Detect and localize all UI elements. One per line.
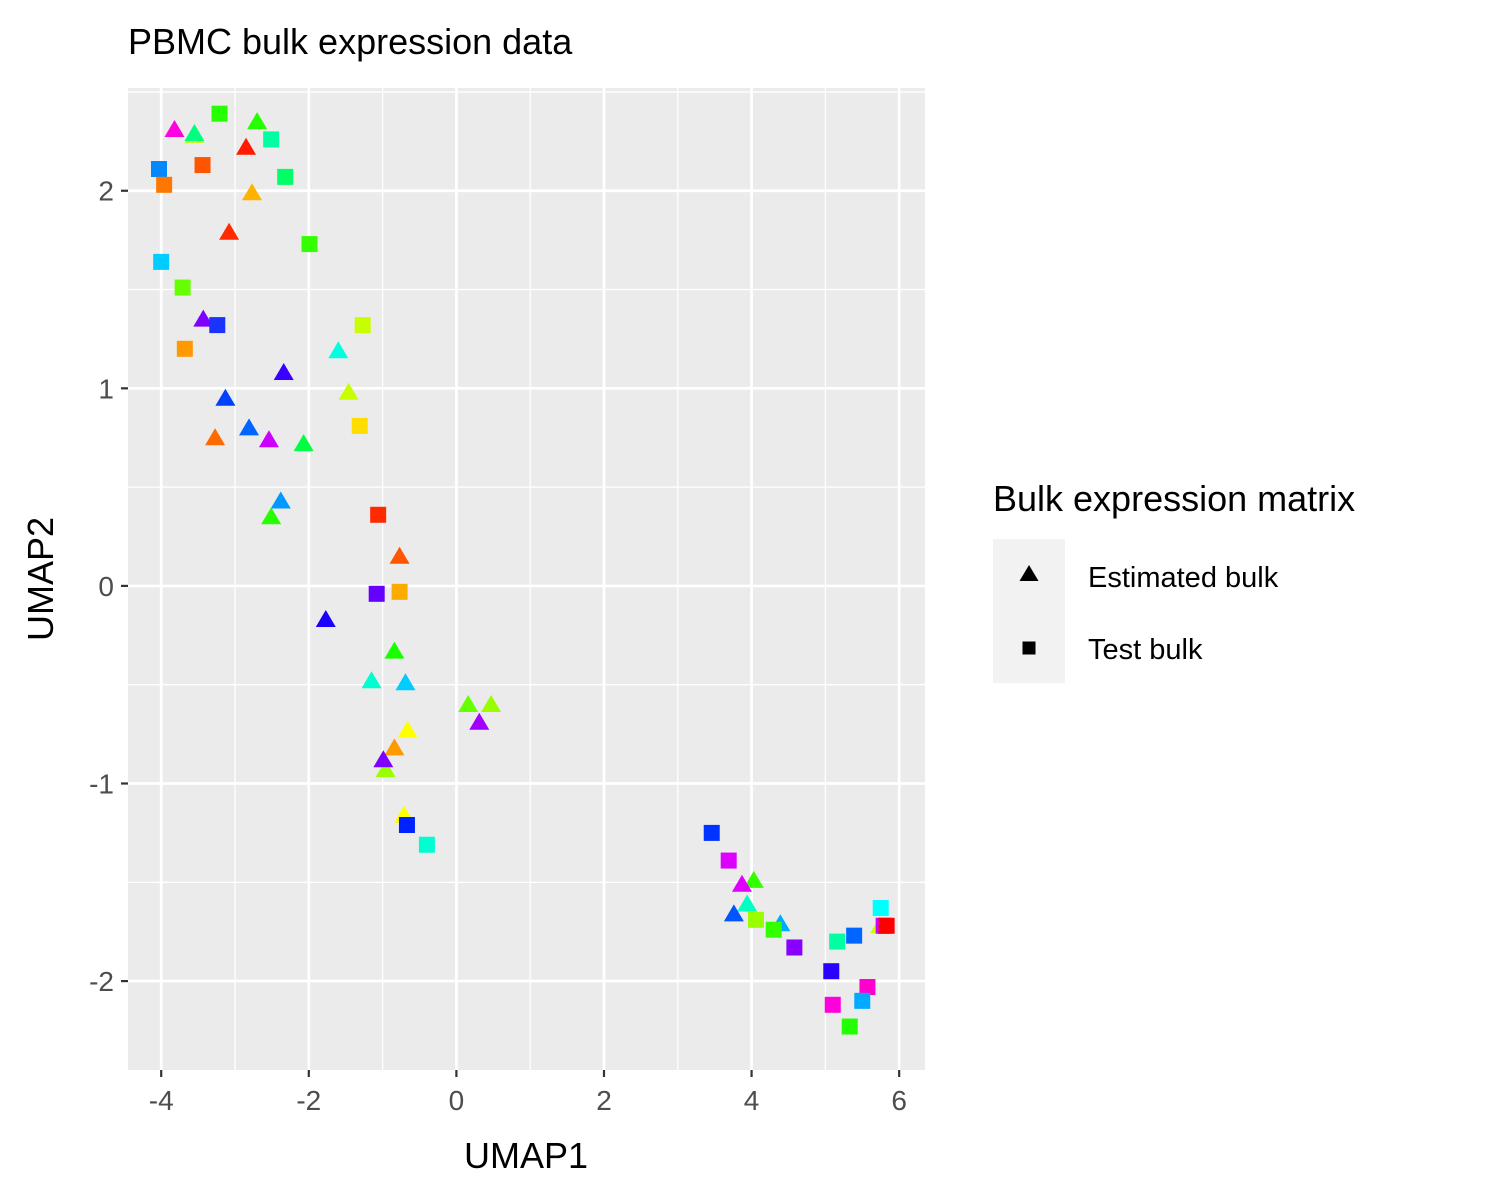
estimated-bulk-point (737, 894, 758, 912)
test-bulk-point (153, 253, 170, 270)
test-bulk-point (841, 1018, 858, 1035)
legend-label-test: Test bulk (1088, 634, 1203, 666)
estimated-bulk-point (219, 222, 240, 240)
data-points (150, 105, 895, 1035)
estimated-bulk-point (395, 673, 416, 691)
estimated-bulk-point (164, 119, 185, 137)
x-tick-label: 0 (449, 1085, 465, 1116)
test-bulk-point (878, 917, 895, 934)
legend-label-estimated: Estimated bulk (1088, 562, 1279, 594)
legend-square-icon (1022, 641, 1036, 655)
test-bulk-point (829, 933, 846, 950)
test-bulk-point (156, 176, 173, 193)
estimated-bulk-point (241, 183, 262, 201)
test-bulk-point (398, 816, 415, 833)
test-bulk-point (391, 583, 408, 600)
test-bulk-point (703, 824, 720, 841)
test-bulk-point (846, 927, 863, 944)
y-tick-label: -2 (89, 966, 114, 997)
x-axis-title: UMAP1 (464, 1135, 588, 1176)
estimated-bulk-point (247, 112, 268, 130)
estimated-bulk-point (469, 712, 490, 730)
y-tick-label: -1 (89, 769, 114, 800)
test-bulk-point (194, 157, 211, 174)
test-bulk-point (720, 852, 737, 869)
y-axis: -2 -1 0 1 2 (89, 176, 128, 997)
x-tick-label: -2 (296, 1085, 321, 1116)
legend-triangle-icon (1019, 565, 1039, 581)
y-tick-label: 0 (98, 571, 114, 602)
test-bulk-point (351, 417, 368, 434)
estimated-bulk-point (723, 904, 744, 922)
estimated-bulk-point (384, 738, 405, 756)
estimated-bulk-point (205, 428, 226, 446)
estimated-bulk-point (373, 750, 394, 768)
estimated-bulk-point (239, 418, 260, 436)
test-bulk-point (174, 279, 191, 296)
test-bulk-point (277, 168, 294, 185)
estimated-bulk-point (315, 610, 336, 628)
legend: Bulk expression matrix Estimated bulk Te… (993, 478, 1355, 683)
estimated-bulk-point (184, 123, 205, 141)
estimated-bulk-point (384, 641, 405, 659)
test-bulk-point (786, 939, 803, 956)
test-bulk-point (823, 963, 840, 980)
estimated-bulk-point (361, 671, 382, 689)
plot-panel (128, 88, 925, 1070)
test-bulk-point (854, 992, 871, 1009)
estimated-bulk-point (481, 694, 502, 712)
estimated-bulk-point (328, 341, 349, 359)
test-bulk-point (748, 911, 765, 928)
test-bulk-point (176, 340, 193, 357)
estimated-bulk-point (389, 546, 410, 564)
estimated-bulk-point (338, 382, 359, 400)
estimated-bulk-point (261, 507, 282, 525)
x-tick-label: 6 (891, 1085, 907, 1116)
test-bulk-point (354, 317, 371, 334)
test-bulk-point (209, 317, 226, 334)
chart-title: PBMC bulk expression data (128, 21, 573, 62)
estimated-bulk-point (273, 363, 294, 381)
test-bulk-point (418, 836, 435, 853)
estimated-bulk-point (258, 430, 279, 448)
x-axis: -4 -2 0 2 4 6 (149, 1070, 907, 1116)
y-tick-label: 1 (98, 373, 114, 404)
x-tick-label: 4 (744, 1085, 760, 1116)
estimated-bulk-point (215, 388, 236, 406)
test-bulk-point (824, 996, 841, 1013)
estimated-bulk-point (236, 137, 257, 155)
test-bulk-point (872, 899, 889, 916)
estimated-bulk-point (270, 491, 291, 509)
estimated-bulk-point (397, 720, 418, 738)
legend-key-background (993, 539, 1065, 683)
y-axis-title: UMAP2 (20, 517, 61, 641)
test-bulk-point (211, 105, 228, 122)
y-tick-label: 2 (98, 176, 114, 207)
legend-title: Bulk expression matrix (993, 478, 1355, 519)
test-bulk-point (368, 585, 385, 602)
estimated-bulk-point (731, 874, 752, 892)
estimated-bulk-point (743, 870, 764, 888)
estimated-bulk-point (193, 309, 214, 327)
x-tick-label: -4 (149, 1085, 174, 1116)
test-bulk-point (859, 979, 876, 996)
test-bulk-point (301, 236, 318, 253)
estimated-bulk-point (375, 760, 396, 778)
estimated-bulk-point (293, 434, 314, 452)
test-bulk-point (370, 506, 387, 523)
test-bulk-point (765, 921, 782, 938)
x-tick-label: 2 (596, 1085, 612, 1116)
test-bulk-point (150, 161, 167, 178)
test-bulk-point (263, 131, 280, 148)
estimated-bulk-point (458, 694, 479, 712)
